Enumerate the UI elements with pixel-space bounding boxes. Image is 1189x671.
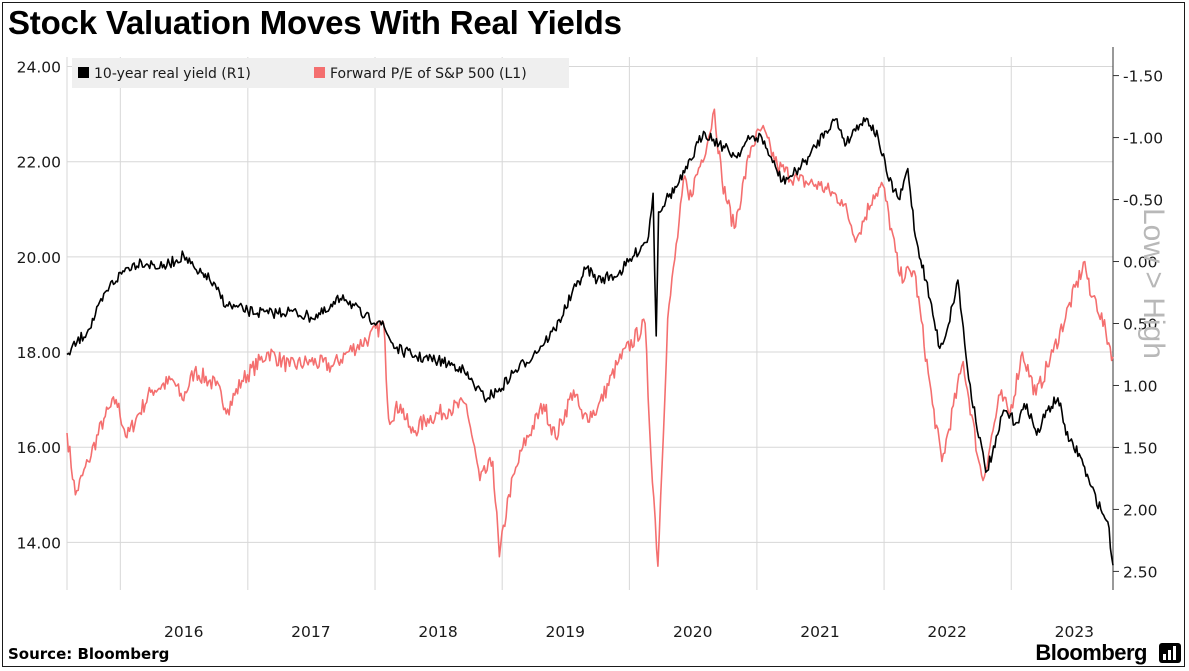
legend-swatch	[78, 67, 89, 78]
right-tick-label: 1.50	[1123, 439, 1158, 457]
right-tick-label: -0.50	[1123, 192, 1163, 210]
right-tick-label: -1.50	[1123, 68, 1163, 86]
right-axis-label: Low > High	[1137, 208, 1170, 359]
right-tick-label: 1.00	[1123, 377, 1158, 395]
x-tick-label: 2016	[164, 623, 203, 641]
left-tick-label: 24.00	[17, 59, 61, 77]
x-tick-label: 2022	[927, 623, 966, 641]
brand-logo: Bloomberg	[1035, 640, 1147, 665]
legend-label: Forward P/E of S&P 500 (L1)	[330, 66, 527, 82]
legend: 10-year real yield (R1) Forward P/E of S&…	[72, 58, 569, 88]
real-yield-line	[66, 117, 1114, 566]
left-tick-label: 20.00	[17, 249, 61, 267]
right-tick-label: 2.00	[1123, 501, 1158, 519]
legend-label: 10-year real yield (R1)	[94, 66, 251, 82]
grid-lines	[66, 57, 1113, 590]
x-tick-label: 2023	[1055, 623, 1094, 641]
forward-pe-line	[66, 108, 1114, 568]
x-tick-label: 2018	[418, 623, 457, 641]
x-tick-label: 2021	[800, 623, 839, 641]
legend-swatch	[314, 67, 325, 78]
x-tick-label: 2019	[546, 623, 585, 641]
x-tick-label: 2017	[291, 623, 330, 641]
series-lines	[66, 108, 1114, 568]
left-axis: 24.00 22.00 20.00 18.00 16.00 14.00	[17, 59, 61, 553]
left-tick-label: 14.00	[17, 534, 61, 552]
right-tick-label: 0.00	[1123, 254, 1158, 272]
left-tick-label: 22.00	[17, 154, 61, 172]
right-tick-label: 2.50	[1123, 563, 1158, 581]
right-axis: -1.50 -1.00 -0.50 0.00 0.50 1.00 1.50 2.00 2.50	[1112, 47, 1163, 590]
left-tick-label: 18.00	[17, 344, 61, 362]
right-tick-label: -1.00	[1123, 130, 1163, 148]
terminal-icon	[1159, 643, 1181, 663]
x-tick-label: 2020	[673, 623, 712, 641]
right-tick-label: 0.50	[1123, 316, 1158, 334]
left-tick-label: 16.00	[17, 439, 61, 457]
x-axis: 2016 2017 2018 2019 2020 2021 2022 2023	[164, 623, 1094, 641]
source-note: Source: Bloomberg	[8, 645, 170, 663]
chart-title: Stock Valuation Moves With Real Yields	[8, 4, 622, 41]
